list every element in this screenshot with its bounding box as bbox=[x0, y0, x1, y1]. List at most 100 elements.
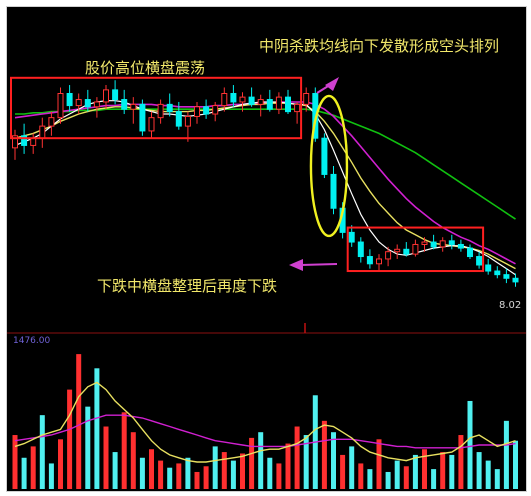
candle-body bbox=[376, 258, 382, 265]
annotation-top-left: 股价高位横盘震荡 bbox=[85, 59, 206, 77]
ma-line-magenta bbox=[14, 101, 516, 265]
candle-body bbox=[285, 96, 291, 113]
volume-ma-magenta bbox=[14, 414, 516, 449]
volume-bar bbox=[285, 443, 291, 489]
price-panel bbox=[7, 76, 526, 334]
candle-body bbox=[93, 101, 100, 108]
volume-bar bbox=[176, 463, 182, 489]
volume-bar bbox=[130, 432, 136, 489]
candle-body bbox=[357, 241, 364, 258]
candle-body bbox=[503, 274, 510, 279]
volume-bar bbox=[212, 446, 218, 489]
candle-body bbox=[30, 137, 37, 146]
candle-body bbox=[66, 93, 73, 107]
candle-body bbox=[212, 105, 219, 115]
volume-bar bbox=[367, 469, 373, 489]
arrow-left-icon bbox=[289, 259, 303, 271]
candle-body bbox=[84, 99, 91, 108]
candle-body bbox=[21, 135, 28, 146]
volume-bar bbox=[431, 469, 437, 489]
volume-bar bbox=[385, 471, 391, 489]
volume-bar bbox=[467, 400, 473, 489]
volume-bar bbox=[485, 460, 491, 489]
volume-bar bbox=[94, 368, 100, 489]
volume-bar bbox=[203, 466, 209, 489]
candle-body bbox=[467, 247, 473, 258]
candle-body bbox=[412, 243, 419, 255]
volume-bar bbox=[303, 435, 309, 489]
candle-body bbox=[184, 115, 191, 127]
volume-bar bbox=[376, 439, 382, 489]
candle-body bbox=[366, 256, 373, 265]
candle-body bbox=[75, 99, 82, 107]
candle-body bbox=[403, 248, 410, 255]
volume-bar bbox=[258, 432, 264, 489]
arrow-up-right-shaft bbox=[316, 82, 334, 94]
volume-panel bbox=[12, 354, 518, 489]
volume-bar bbox=[412, 454, 418, 489]
candle-body bbox=[385, 251, 392, 260]
volume-bar bbox=[85, 406, 91, 489]
candle-body bbox=[421, 241, 428, 245]
candle-body bbox=[494, 270, 501, 276]
volume-ma-yellow bbox=[14, 381, 516, 463]
candle-body bbox=[257, 99, 264, 105]
volume-bar bbox=[194, 471, 200, 489]
volume-bar bbox=[294, 426, 300, 489]
candle-body bbox=[476, 256, 483, 266]
volume-bar bbox=[221, 452, 227, 489]
volume-bar bbox=[358, 463, 364, 489]
volume-bar bbox=[67, 389, 73, 489]
annotation-bottom: 下跌中横盘整理后再度下跌 bbox=[97, 277, 278, 295]
candle-body bbox=[194, 106, 200, 117]
candle-body bbox=[512, 277, 519, 283]
annotation-top-right: 中阴杀跌均线向下发散形成空头排列 bbox=[259, 37, 500, 55]
volume-bar bbox=[121, 412, 127, 489]
volume-bar bbox=[476, 452, 482, 489]
candle-body bbox=[121, 99, 128, 110]
volume-bar bbox=[58, 439, 63, 489]
candle-body bbox=[57, 93, 64, 119]
candle-body bbox=[103, 89, 109, 103]
candle-body bbox=[448, 240, 455, 245]
last-price-label: 8.02 bbox=[499, 300, 522, 311]
candle-body bbox=[230, 93, 237, 103]
volume-bar bbox=[103, 426, 109, 489]
volume-bar bbox=[403, 466, 409, 489]
volume-bar bbox=[240, 453, 245, 489]
volume-bar bbox=[230, 460, 236, 489]
candle-body bbox=[330, 173, 337, 209]
candle-body bbox=[239, 96, 246, 103]
volume-bar bbox=[276, 463, 282, 489]
candle-body bbox=[148, 117, 155, 132]
volume-bar bbox=[167, 467, 173, 489]
volume-bar bbox=[12, 435, 18, 489]
volume-bar bbox=[440, 452, 446, 489]
candle-body bbox=[485, 264, 492, 272]
volume-bar bbox=[449, 454, 455, 489]
candle-body bbox=[166, 103, 173, 113]
volume-bar bbox=[112, 452, 118, 489]
candle-body bbox=[48, 117, 55, 127]
volume-max-label: 1476.00 bbox=[13, 336, 51, 346]
candle-body bbox=[430, 241, 437, 248]
candle-body bbox=[303, 93, 310, 105]
arrow-left-shaft bbox=[300, 263, 338, 266]
volume-bar bbox=[139, 457, 145, 489]
candle-body bbox=[175, 111, 182, 127]
volume-bar bbox=[39, 415, 45, 489]
candle-body bbox=[275, 96, 282, 110]
candle-body bbox=[394, 248, 401, 253]
ma-line-green bbox=[15, 108, 516, 220]
volume-bar bbox=[48, 463, 54, 489]
candle-body bbox=[348, 231, 355, 243]
consolidation-box-low bbox=[346, 226, 485, 273]
drop-ellipse bbox=[309, 94, 349, 238]
volume-bar bbox=[321, 420, 327, 489]
volume-bar bbox=[21, 457, 27, 489]
volume-bar bbox=[149, 449, 154, 489]
volume-bar bbox=[340, 454, 346, 489]
volume-bar bbox=[30, 446, 36, 489]
volume-bar bbox=[249, 437, 255, 489]
consolidation-box-high bbox=[10, 76, 303, 140]
